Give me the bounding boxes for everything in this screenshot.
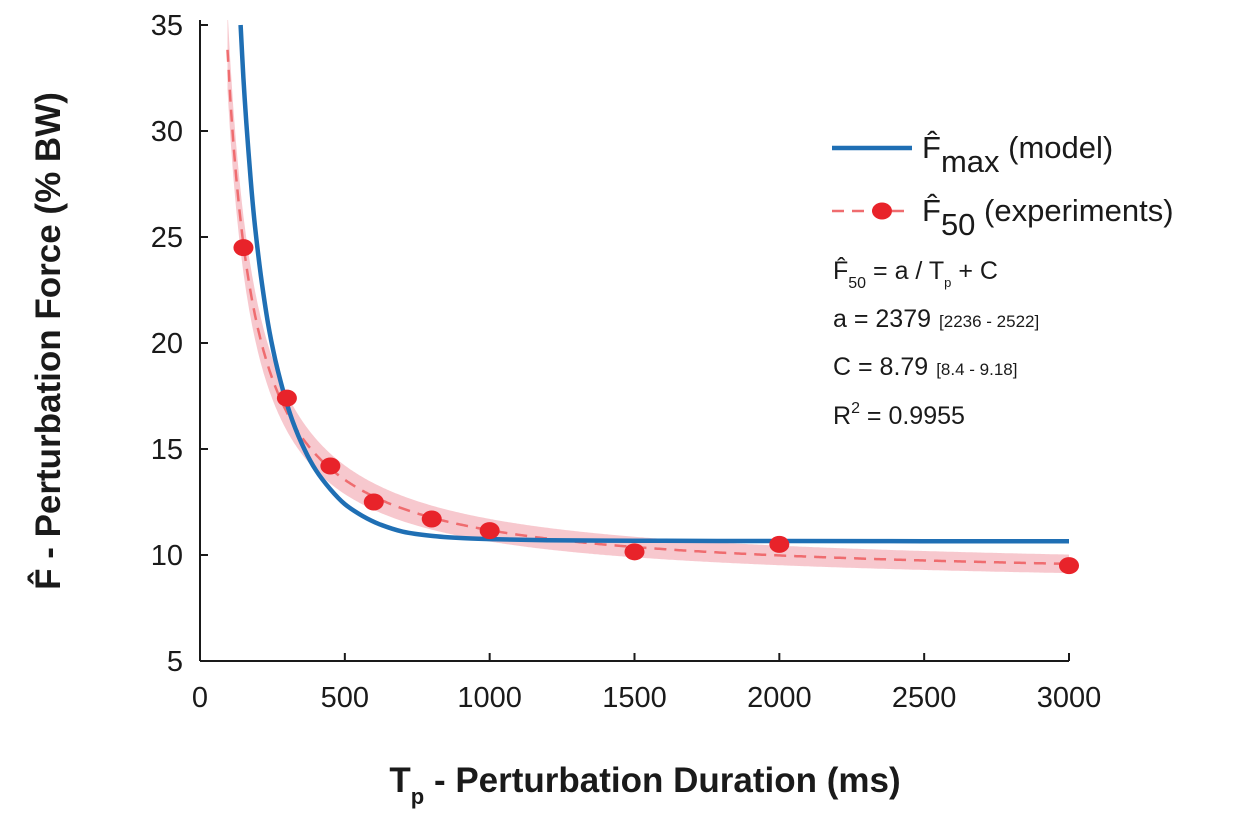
x-tick-label: 1500 — [602, 682, 667, 714]
fit-a-value: a = 2379 [2236 - 2522] — [833, 305, 1039, 333]
y-tick-label: 15 — [151, 434, 183, 466]
marker-layer — [233, 239, 1079, 575]
y-tick-label: 30 — [151, 116, 183, 148]
x-tick-label: 0 — [192, 682, 208, 714]
x-tick-label: 500 — [321, 682, 369, 714]
experiment-point — [1059, 557, 1079, 575]
experiment-point — [624, 543, 645, 561]
experiment-point — [320, 457, 341, 475]
y-tick-label: 25 — [151, 222, 183, 254]
legend-experiments-label: F̂50 (experiments) — [922, 192, 1174, 242]
fit-equation: F̂50 = a / Tp + C — [833, 256, 998, 292]
y-tick-label: 5 — [167, 646, 183, 678]
legend: F̂max (model) F̂50 (experiments) — [832, 129, 1174, 242]
fit-annotation: F̂50 = a / Tp + C a = 2379 [2236 - 2522] … — [833, 256, 1039, 430]
x-tick-label: 3000 — [1037, 682, 1102, 714]
x-tick-label: 1000 — [457, 682, 522, 714]
legend-experiments-marker — [872, 202, 892, 220]
experiment-point — [276, 389, 297, 407]
confidence-band-area — [227, 20, 1069, 574]
y-axis-title: F̂ - Perturbation Force (% BW) — [28, 92, 68, 590]
experiment-point — [479, 522, 500, 540]
experiment-point — [769, 535, 790, 553]
experiment-point — [421, 510, 442, 528]
x-tick-label: 2500 — [892, 682, 957, 714]
y-tick-label: 10 — [151, 540, 183, 572]
fit-c-value: C = 8.79 [8.4 - 9.18] — [833, 353, 1017, 381]
confidence-band — [227, 20, 1069, 574]
fit-r-squared: R2 = 0.9955 — [833, 400, 965, 430]
experiment-point — [233, 239, 254, 257]
legend-model-label: F̂max (model) — [922, 129, 1113, 179]
model-line — [238, 24, 1070, 544]
series-layer — [226, 24, 1070, 566]
experiments-fit-line — [226, 49, 1069, 566]
y-tick-label: 20 — [151, 328, 183, 360]
tick-layer: 0 500 1000 1500 2000 2500 3000 5 10 15 20 25 30 35 — [151, 10, 1102, 714]
experiment-point — [363, 493, 384, 511]
x-tick-label: 2000 — [747, 682, 812, 714]
y-tick-label: 35 — [151, 10, 183, 42]
x-axis-title: Tp - Perturbation Duration (ms) — [389, 761, 900, 809]
